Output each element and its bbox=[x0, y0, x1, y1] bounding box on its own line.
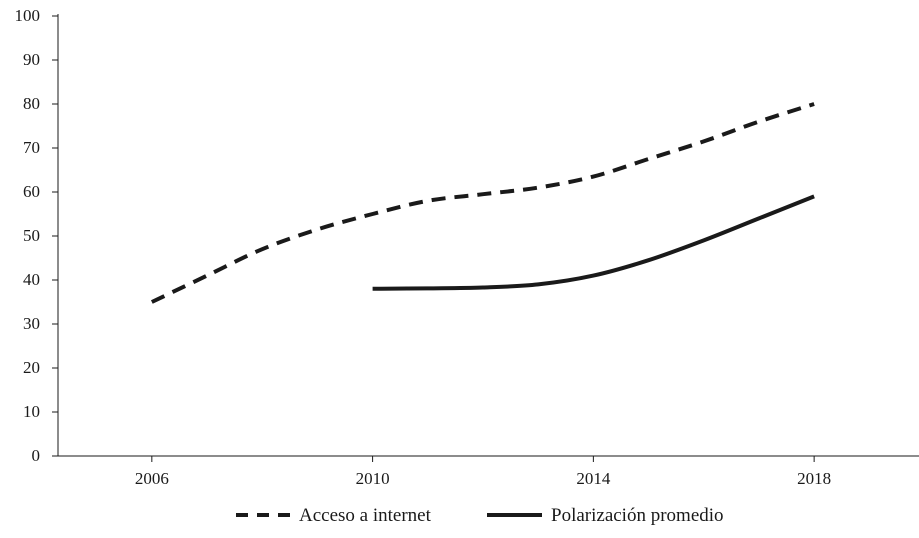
legend-item: Acceso a internet bbox=[236, 505, 432, 526]
y-tick-label: 50 bbox=[23, 226, 40, 245]
y-tick-label: 40 bbox=[23, 270, 40, 289]
y-tick-label: 60 bbox=[23, 182, 40, 201]
series-lines bbox=[150, 102, 815, 304]
tick-labels: 0 10 20 30 40 50 60 70 80 90 100 2006 2010 2014 2018 bbox=[15, 6, 832, 488]
legend: Acceso a internet Polarización promedio bbox=[236, 505, 724, 526]
y-tick-label: 30 bbox=[23, 314, 40, 333]
x-tick-label: 2014 bbox=[576, 469, 611, 488]
x-tick-label: 2018 bbox=[797, 469, 831, 488]
legend-label: Polarización promedio bbox=[551, 505, 724, 526]
x-tick-label: 2006 bbox=[135, 469, 169, 488]
series-line-acceso-a-internet bbox=[150, 102, 815, 304]
series-line-polarizacion-promedio bbox=[372, 194, 815, 291]
y-tick-label: 80 bbox=[23, 94, 40, 113]
y-tick-label: 100 bbox=[15, 6, 41, 25]
y-tick-label: 20 bbox=[23, 358, 40, 377]
axes bbox=[52, 14, 919, 462]
y-tick-label: 90 bbox=[23, 50, 40, 69]
y-tick-label: 10 bbox=[23, 402, 40, 421]
legend-label: Acceso a internet bbox=[299, 505, 432, 526]
x-tick-label: 2010 bbox=[356, 469, 390, 488]
legend-item: Polarización promedio bbox=[487, 505, 724, 526]
y-tick-label: 0 bbox=[32, 446, 41, 465]
y-tick-label: 70 bbox=[23, 138, 40, 157]
